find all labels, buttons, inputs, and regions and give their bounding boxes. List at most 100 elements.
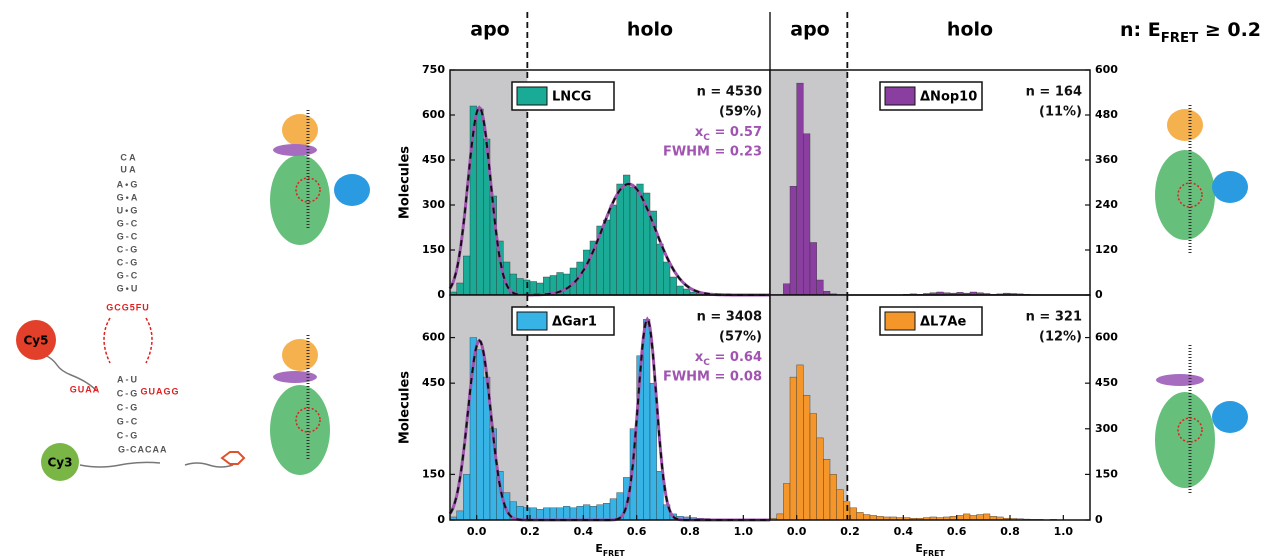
y-axis-label: Molecules xyxy=(398,371,413,444)
rna-pair: C-G xyxy=(117,388,140,398)
bar xyxy=(656,243,664,296)
y-tick-label: 0 xyxy=(1095,513,1103,526)
legend-label: ΔL7Ae xyxy=(920,315,966,330)
x-tick-label: 0.4 xyxy=(574,525,594,538)
bar xyxy=(663,261,671,296)
complex-icon xyxy=(270,105,1248,495)
bar xyxy=(529,507,537,521)
y-tick-label: 450 xyxy=(422,153,445,166)
y-tick-label: 600 xyxy=(1095,331,1118,344)
x-axis-label-main: E xyxy=(595,542,603,555)
y-tick-label: 0 xyxy=(1095,288,1103,301)
annotation: n = 164 xyxy=(1026,85,1082,100)
annotation-main: x xyxy=(695,350,704,365)
x-tick-label: 0.4 xyxy=(894,525,914,538)
rna-pair: G•A xyxy=(117,192,140,202)
bar xyxy=(803,133,811,296)
rna-pair: G•U xyxy=(117,283,140,293)
annotation: (12%) xyxy=(1039,330,1082,345)
bar xyxy=(789,376,797,521)
x-axis-label-sub: FRET xyxy=(923,549,945,558)
bar xyxy=(543,507,551,521)
annotation-sub: C xyxy=(703,133,710,143)
x-axis-label: EFRET xyxy=(595,542,625,558)
bar xyxy=(963,513,971,521)
legend-swatch xyxy=(884,86,916,106)
rna-loop: U A xyxy=(120,164,136,174)
bar xyxy=(603,503,611,521)
bar xyxy=(476,108,484,296)
y-tick-label: 450 xyxy=(1095,376,1118,389)
annotation: n = 321 xyxy=(1026,310,1082,325)
x-tick-label: 0.0 xyxy=(787,525,807,538)
x-tick-label: 1.0 xyxy=(1054,525,1074,538)
bar xyxy=(516,278,524,296)
linker xyxy=(184,462,234,468)
rna-pair: G-C xyxy=(117,416,140,426)
rna-red: GCG5FU xyxy=(106,302,150,312)
bar xyxy=(463,255,471,296)
bar xyxy=(543,276,551,296)
bar xyxy=(609,204,617,296)
bar xyxy=(629,186,637,296)
x-tick-label: 0.2 xyxy=(840,525,860,538)
annotation: FWHM = 0.08 xyxy=(663,370,762,385)
bar xyxy=(596,504,604,521)
biotin xyxy=(220,451,246,465)
annotation: (11%) xyxy=(1039,105,1082,120)
region-label: holo xyxy=(627,19,673,41)
rna-pair: U•G xyxy=(117,205,140,215)
y-tick-label: 150 xyxy=(422,467,445,480)
annotation: (59%) xyxy=(719,105,762,120)
annotation-tail: = 0.57 xyxy=(710,125,762,140)
annotation-sub: C xyxy=(703,358,710,368)
legend-label: ΔGar1 xyxy=(552,315,597,330)
legend-swatch xyxy=(516,86,548,106)
y-tick-label: 150 xyxy=(422,243,445,256)
y-tick-label: 750 xyxy=(422,63,445,76)
x-tick-label: 0.6 xyxy=(947,525,967,538)
x-tick-label: 0.8 xyxy=(680,525,700,538)
y-tick-label: 600 xyxy=(422,331,445,344)
bar xyxy=(809,413,817,521)
rna-pair: C-G xyxy=(117,257,140,267)
bar xyxy=(569,507,577,521)
rna-pair: G-C xyxy=(117,218,140,228)
linker xyxy=(44,354,98,392)
criterion: n: EFRET ≥ 0.2 xyxy=(1120,19,1261,46)
bar xyxy=(563,506,571,521)
rna-red: GUAGG xyxy=(140,386,179,396)
bar xyxy=(829,474,837,521)
y-tick-label: 360 xyxy=(1095,153,1118,166)
x-tick-label: 0.6 xyxy=(627,525,647,538)
rna-pair: A-U xyxy=(117,374,139,384)
rna-pair: C-G xyxy=(117,244,140,254)
y-tick-label: 450 xyxy=(422,376,445,389)
rna-pair: C-G xyxy=(117,430,140,440)
bar xyxy=(816,279,824,296)
bar xyxy=(589,506,597,521)
bar xyxy=(576,506,584,521)
dye-label: Cy3 xyxy=(48,456,73,470)
region-label: apo xyxy=(790,19,829,41)
y-tick-label: 150 xyxy=(1095,467,1118,480)
bar xyxy=(683,288,691,296)
rna-tail: G-CACAA xyxy=(118,444,168,454)
bar xyxy=(796,364,804,521)
legend-label: ΔNop10 xyxy=(920,90,977,105)
criterion-sub: FRET xyxy=(1161,31,1198,46)
cy3-dye xyxy=(41,443,79,481)
legend-swatch xyxy=(884,311,916,331)
rna-pair: C-G xyxy=(117,402,140,412)
bar xyxy=(849,507,857,521)
bar xyxy=(816,437,824,521)
bar xyxy=(676,285,684,296)
rna-pair: G-C xyxy=(117,270,140,280)
annotation: n = 3408 xyxy=(697,310,762,325)
y-tick-label: 480 xyxy=(1095,108,1118,121)
bar xyxy=(776,513,784,521)
bar xyxy=(549,507,557,521)
bar xyxy=(809,242,817,296)
annotation: n = 4530 xyxy=(697,85,762,100)
rna-pair: G-C xyxy=(117,231,140,241)
